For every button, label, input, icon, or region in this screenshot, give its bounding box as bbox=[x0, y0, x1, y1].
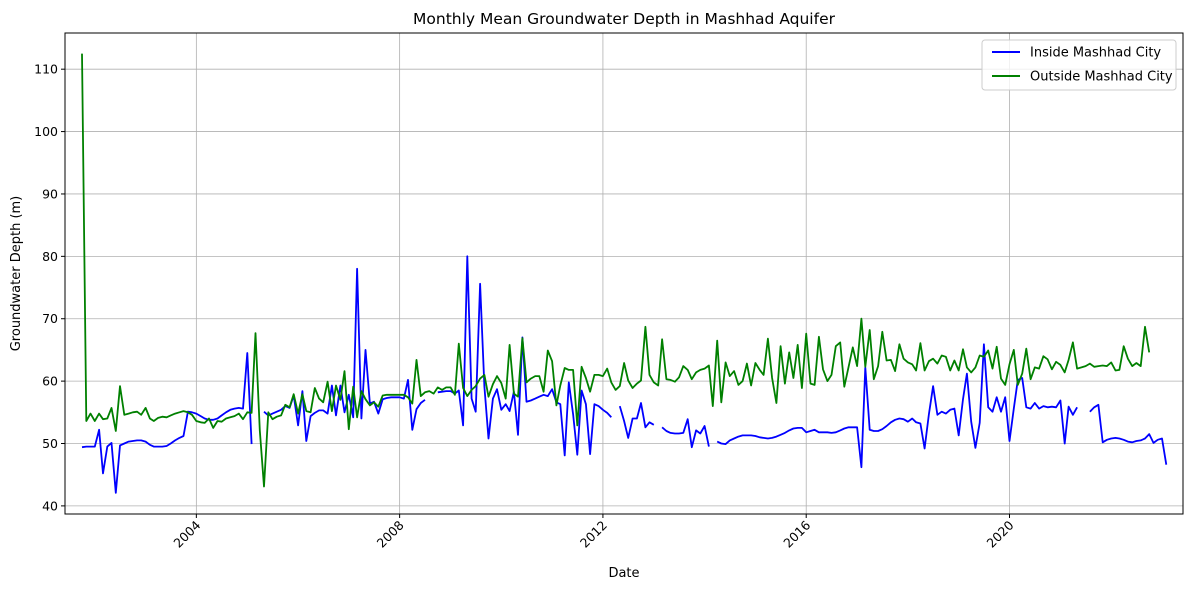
y-tick-label: 100 bbox=[34, 124, 58, 139]
y-axis-ticks: 40 50 60 70 80 90 100 110 bbox=[34, 62, 65, 513]
y-tick-label: 110 bbox=[34, 62, 58, 77]
y-tick-label: 70 bbox=[42, 311, 58, 326]
y-axis-label: Groundwater Depth (m) bbox=[9, 196, 24, 352]
legend: Inside Mashhad City Outside Mashhad City bbox=[981, 39, 1177, 91]
series-layer bbox=[81, 53, 1168, 494]
series-line-outside bbox=[81, 53, 1151, 488]
chart-title: Monthly Mean Groundwater Depth in Mashha… bbox=[413, 10, 836, 28]
legend-box bbox=[981, 39, 1177, 91]
y-tick-label: 50 bbox=[42, 436, 58, 451]
grid-lines bbox=[65, 33, 1183, 514]
y-tick-label: 60 bbox=[42, 374, 58, 389]
legend-label-outside: Outside Mashhad City bbox=[1030, 70, 1173, 85]
legend-label-inside: Inside Mashhad City bbox=[1030, 46, 1161, 61]
y-tick-label: 90 bbox=[42, 186, 58, 201]
plot-frame bbox=[64, 32, 1184, 515]
y-tick-label: 40 bbox=[42, 498, 58, 513]
x-axis-label: Date bbox=[608, 566, 639, 581]
y-tick-label: 80 bbox=[42, 249, 58, 264]
